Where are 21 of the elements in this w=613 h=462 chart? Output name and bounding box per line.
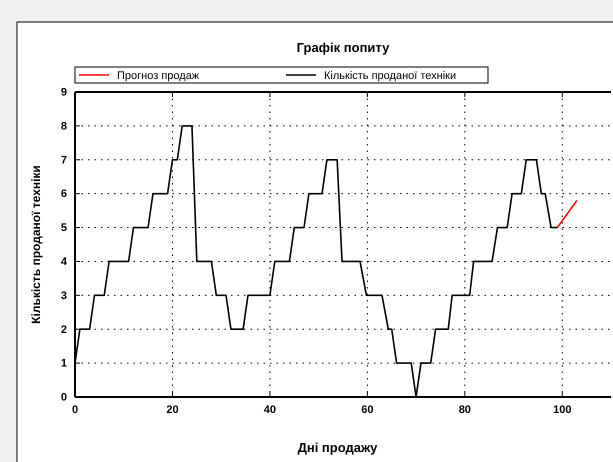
x-tick-label: 100 — [553, 404, 572, 416]
y-tick-label: 1 — [60, 358, 67, 370]
y-tick-label: 5 — [60, 222, 67, 234]
y-tick-label: 2 — [60, 324, 67, 336]
y-tick-label: 7 — [60, 154, 67, 166]
x-tick-label: 20 — [166, 404, 179, 416]
legend-label: Кількість проданої техніки — [324, 70, 456, 82]
x-axis-title: Дні продажу — [298, 440, 378, 455]
y-tick-label: 8 — [60, 120, 67, 132]
x-tick-label: 40 — [264, 404, 276, 416]
y-tick-label: 3 — [60, 290, 67, 302]
y-tick-label: 9 — [60, 86, 67, 99]
y-tick-label: 4 — [60, 256, 68, 268]
x-tick-label: 60 — [361, 404, 374, 416]
y-tick-label: 6 — [60, 188, 67, 200]
y-tick-label: 0 — [60, 392, 67, 404]
x-tick-label: 80 — [458, 404, 471, 416]
chart-title: Графік попиту — [296, 40, 390, 55]
legend-label: Прогноз продаж — [117, 70, 200, 82]
y-axis-title: Кількість проданої техніки — [29, 165, 43, 324]
x-tick-label: 0 — [72, 404, 78, 416]
